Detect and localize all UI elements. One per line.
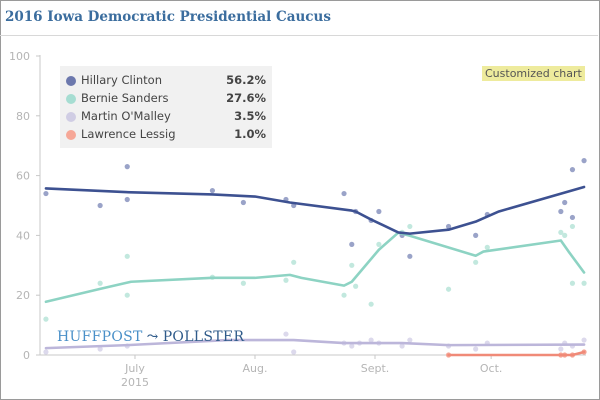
x-tick-label: Sept. — [361, 362, 390, 375]
poll-dot-martin-o-malley — [558, 346, 564, 352]
poll-dot-bernie-sanders — [484, 244, 490, 250]
poll-dot-bernie-sanders — [283, 277, 289, 283]
x-tick-label: July — [124, 362, 145, 375]
y-tick-label: 40 — [16, 229, 30, 242]
poll-dot-bernie-sanders — [569, 280, 576, 286]
legend-item-sanders[interactable]: Bernie Sanders 27.6% — [66, 90, 266, 108]
poll-dot-hillary-clinton — [124, 164, 130, 170]
poll-dot-bernie-sanders — [376, 241, 382, 247]
y-tick-label: 100 — [9, 50, 30, 63]
legend-swatch — [66, 76, 76, 86]
poll-dot-martin-o-malley — [581, 337, 587, 343]
poll-dot-hillary-clinton — [124, 196, 130, 203]
poll-dot-hillary-clinton — [445, 223, 452, 230]
poll-dot-hillary-clinton — [209, 187, 216, 194]
poll-dot-bernie-sanders — [473, 259, 479, 265]
legend-label: Lawrence Lessig — [81, 127, 176, 141]
poll-dot-hillary-clinton — [240, 199, 246, 206]
poll-dot-bernie-sanders — [341, 292, 347, 298]
poll-dot-bernie-sanders — [558, 229, 564, 236]
poll-dot-hillary-clinton — [97, 202, 103, 209]
y-tick-label: 80 — [16, 110, 30, 123]
trend-line-bernie-sanders — [44, 231, 586, 304]
legend-item-omalley[interactable]: Martin O'Malley 3.5% — [66, 108, 266, 126]
poll-dot-hillary-clinton — [562, 199, 568, 206]
poll-dot-bernie-sanders — [124, 292, 130, 298]
poll-dot-martin-o-malley — [399, 343, 405, 349]
poll-dot-hillary-clinton — [569, 167, 576, 173]
legend-value: 3.5% — [234, 109, 266, 123]
poll-dot-bernie-sanders — [353, 283, 359, 289]
legend-swatch — [66, 130, 76, 140]
poll-dot-bernie-sanders — [349, 262, 355, 268]
poll-dot-martin-o-malley — [97, 346, 103, 352]
legend-swatch — [66, 112, 76, 122]
legend-value: 27.6% — [226, 91, 266, 105]
swoosh-icon: ⤳ — [146, 329, 159, 345]
legend-label: Bernie Sanders — [81, 91, 169, 105]
poll-dot-bernie-sanders — [445, 286, 452, 292]
legend-swatch — [66, 94, 76, 104]
poll-dot-hillary-clinton — [341, 190, 347, 197]
logo-pollster: POLLSTER — [162, 329, 245, 345]
y-tick-label: 20 — [16, 289, 30, 302]
poll-dot-bernie-sanders — [569, 223, 576, 230]
poll-dot-bernie-sanders — [291, 259, 297, 265]
poll-dot-bernie-sanders — [407, 223, 413, 230]
y-tick-label: 60 — [16, 170, 30, 183]
y-tick-label: 0 — [23, 349, 30, 362]
poll-dot-bernie-sanders — [368, 301, 374, 307]
trend-line-martin-o-malley — [44, 338, 586, 350]
poll-dot-hillary-clinton — [581, 158, 587, 164]
poll-dot-hillary-clinton — [349, 241, 355, 247]
poll-dot-hillary-clinton — [376, 208, 382, 215]
poll-dot-bernie-sanders — [240, 280, 246, 286]
legend-value: 56.2% — [226, 73, 266, 87]
poll-dot-martin-o-malley — [291, 349, 297, 355]
trend-line-lawrence-lessig — [447, 350, 586, 357]
poll-dot-martin-o-malley — [43, 349, 49, 355]
poll-dot-bernie-sanders — [124, 253, 130, 259]
legend-label: Hillary Clinton — [81, 73, 163, 87]
poll-dot-bernie-sanders — [562, 232, 568, 238]
poll-dot-martin-o-malley — [368, 337, 374, 343]
poll-dot-hillary-clinton — [43, 190, 49, 197]
poll-dot-martin-o-malley — [283, 331, 289, 337]
trend-line-hillary-clinton — [44, 185, 586, 235]
poll-dot-martin-o-malley — [407, 337, 413, 343]
poll-dot-hillary-clinton — [407, 253, 413, 259]
poll-dot-bernie-sanders — [43, 316, 49, 322]
x-tick-label: Oct. — [480, 362, 503, 375]
poll-dot-hillary-clinton — [558, 208, 564, 215]
poll-dot-martin-o-malley — [349, 343, 355, 349]
huffpost-pollster-logo: HUFFPOST ⤳ POLLSTER — [57, 329, 244, 345]
title-bar: 2016 Iowa Democratic Presidential Caucus — [0, 0, 598, 36]
poll-dot-hillary-clinton — [473, 232, 479, 238]
customized-chart-badge: Customized chart — [482, 66, 585, 81]
legend: Hillary Clinton 56.2% Bernie Sanders 27.… — [60, 66, 272, 148]
chart-title: 2016 Iowa Democratic Presidential Caucus — [5, 9, 331, 25]
legend-value: 1.0% — [234, 127, 266, 141]
x-tick-label: Aug. — [243, 362, 268, 375]
legend-label: Martin O'Malley — [81, 109, 171, 123]
poll-dot-bernie-sanders — [581, 280, 587, 286]
poll-dot-bernie-sanders — [97, 280, 103, 286]
legend-item-lessig[interactable]: Lawrence Lessig 1.0% — [66, 126, 266, 144]
poll-dot-martin-o-malley — [473, 346, 479, 352]
logo-huffpost: HUFFPOST — [57, 329, 143, 345]
x-tick-sublabel: 2015 — [121, 376, 149, 389]
legend-item-clinton[interactable]: Hillary Clinton 56.2% — [66, 72, 266, 90]
poll-dot-hillary-clinton — [569, 214, 576, 221]
